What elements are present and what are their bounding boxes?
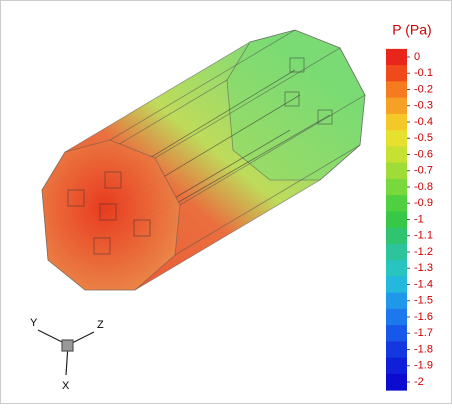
colorbar-band <box>386 65 407 82</box>
colorbar-band <box>386 341 407 358</box>
colorbar-title: P (Pa) <box>392 22 431 38</box>
cylinder <box>42 30 365 290</box>
colorbar-band <box>386 98 407 115</box>
colorbar-band <box>386 293 407 310</box>
colorbar-band <box>386 276 407 293</box>
colorbar-tick-label: -1.8 <box>414 343 433 355</box>
colorbar-band <box>386 244 407 261</box>
colorbar-band <box>386 49 407 66</box>
colorbar-tick-label: -1.1 <box>414 230 433 242</box>
axis-label-x: X <box>62 380 70 392</box>
colorbar-band <box>386 163 407 180</box>
axis-label-z: Z <box>97 319 104 331</box>
colorbar-band <box>386 374 407 391</box>
colorbar-tick-label: -0.7 <box>414 165 433 177</box>
colorbar-band <box>386 260 407 277</box>
colorbar-tick-label: -1.6 <box>414 311 433 323</box>
colorbar-band <box>386 358 407 375</box>
colorbar-band <box>386 179 407 196</box>
colorbar-band <box>386 228 407 245</box>
colorbar-tick-label: 0 <box>414 51 420 63</box>
colorbar-tick-label: -1.4 <box>414 278 433 290</box>
colorbar-band <box>386 195 407 212</box>
colorbar-tick-label: -0.2 <box>414 83 433 95</box>
colorbar-tick-label: -0.1 <box>414 67 433 79</box>
colorbar-band <box>386 114 407 131</box>
colorbar-tick-label: -0.3 <box>414 100 433 112</box>
colorbar-tick-label: -2 <box>414 376 424 388</box>
colorbar-band <box>386 325 407 342</box>
colorbar-tick-label: -0.4 <box>414 116 433 128</box>
colorbar-tick-label: -0.6 <box>414 148 433 160</box>
colorbar-tick-label: -0.8 <box>414 181 433 193</box>
colorbar-band <box>386 81 407 98</box>
colorbar-band <box>386 146 407 163</box>
axis-triad <box>38 330 94 375</box>
colorbar-tick-label: -1.3 <box>414 262 433 274</box>
colorbar-tick-label: -1.2 <box>414 246 433 258</box>
colorbar-tick-label: -0.5 <box>414 132 433 144</box>
colorbar-tick-label: -1.5 <box>414 295 433 307</box>
colorbar-band <box>386 309 407 326</box>
colorbar-tick-label: -0.9 <box>414 197 433 209</box>
colorbar-band <box>386 130 407 147</box>
colorbar-band <box>386 211 407 228</box>
colorbar-tick-label: -1.7 <box>414 327 433 339</box>
colorbar-tick-label: -1 <box>414 213 424 225</box>
colorbar-tick-label: -1.9 <box>414 360 433 372</box>
chart: Y Z X P (Pa) 0 -0.1 -0.2 -0.3 -0.4 -0.5 -0.6 -0… <box>0 0 452 404</box>
axis-label-y: Y <box>30 317 38 329</box>
